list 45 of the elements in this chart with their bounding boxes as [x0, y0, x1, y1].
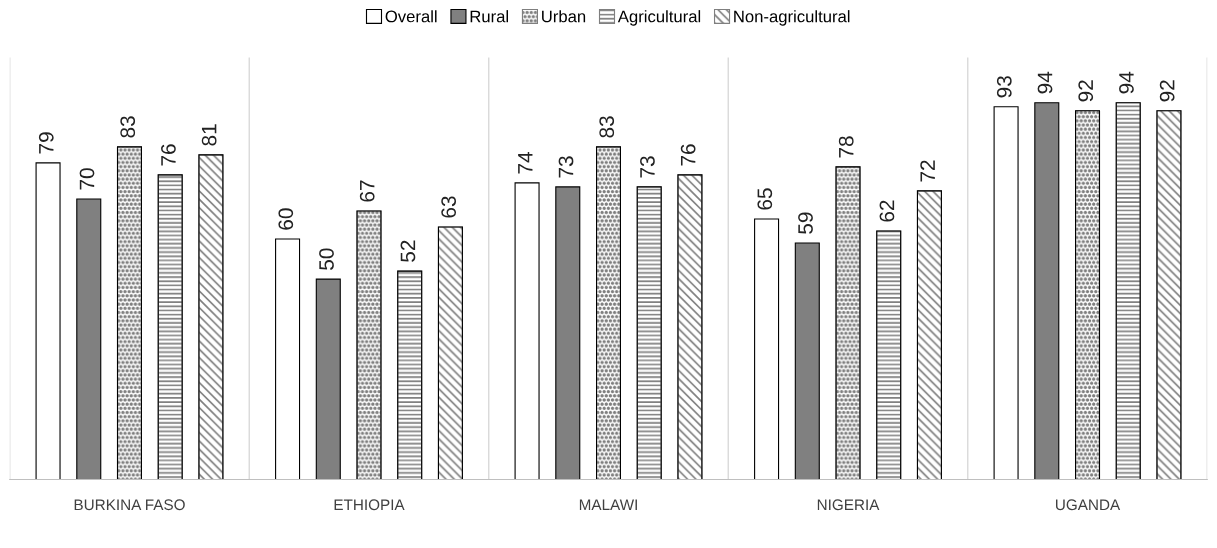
- data-label: 50: [319, 248, 334, 270]
- data-label: 94: [1037, 71, 1053, 94]
- data-label: 92: [1078, 80, 1094, 102]
- data-label: 93: [996, 76, 1012, 98]
- bar: [555, 186, 581, 480]
- bar: [275, 238, 301, 480]
- data-label: 52: [400, 240, 416, 262]
- data-label: 94: [1119, 71, 1134, 94]
- bar: [76, 198, 102, 480]
- data-label: 72: [920, 160, 935, 182]
- bar: [754, 218, 780, 480]
- x-tick-label: UGANDA: [1056, 499, 1121, 511]
- bar: [35, 162, 61, 480]
- bar: [514, 182, 540, 480]
- bar: [1034, 102, 1060, 480]
- data-label: 73: [558, 156, 574, 178]
- x-tick-label: NIGERIA: [817, 499, 880, 511]
- legend-label: Agricultural: [617, 10, 701, 26]
- x-tick-label: MALAWI: [579, 499, 637, 511]
- data-label: 67: [359, 180, 375, 202]
- data-label: 76: [680, 144, 696, 166]
- bar: [794, 242, 820, 480]
- data-label: 81: [201, 124, 217, 146]
- data-label: 60: [278, 208, 294, 230]
- data-label: 92: [1159, 80, 1175, 102]
- data-label: 73: [640, 156, 655, 178]
- data-label: 83: [599, 116, 615, 138]
- legend-label: Non-agricultural: [734, 10, 850, 26]
- legend-label: Rural: [470, 10, 508, 23]
- data-label: 65: [757, 188, 773, 210]
- data-label: 83: [120, 116, 136, 138]
- legend-label: Overall: [385, 10, 437, 23]
- bar: [993, 106, 1019, 480]
- data-label: 63: [441, 196, 457, 218]
- bar: [315, 278, 341, 480]
- data-label: 76: [161, 144, 176, 166]
- legend-label: Urban: [542, 10, 586, 23]
- data-label: 62: [879, 200, 895, 222]
- data-label: 59: [798, 212, 813, 234]
- x-tick-label: ETHIOPIA: [334, 499, 405, 511]
- data-label: 70: [79, 168, 95, 190]
- data-label: 78: [838, 136, 854, 158]
- data-label: 79: [38, 132, 54, 154]
- x-tick-label: BURKINA FASO: [74, 499, 185, 511]
- data-label: 74: [518, 152, 533, 174]
